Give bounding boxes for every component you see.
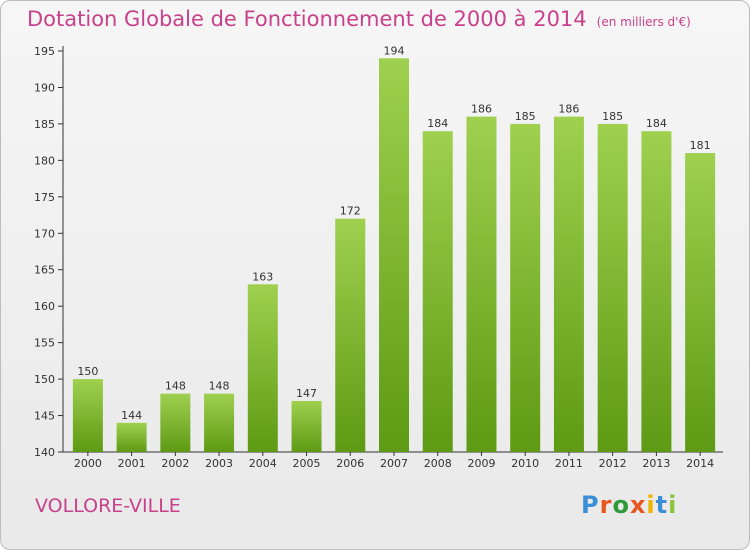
y-tick-label: 155 [34, 337, 55, 350]
bar-2003 [204, 393, 235, 452]
x-tick-label-2008: 2008 [424, 457, 452, 470]
bar-2006 [335, 218, 366, 452]
proxiti-logo[interactable]: Proxiti [581, 491, 677, 519]
bar-2012 [597, 123, 628, 452]
bar-2002 [160, 393, 191, 452]
x-tick-label-2014: 2014 [686, 457, 714, 470]
logo-letter: x [629, 491, 647, 519]
y-tick-label: 195 [34, 45, 55, 58]
chart-title: Dotation Globale de Fonctionnement de 20… [27, 7, 587, 31]
x-tick-label-2001: 2001 [118, 457, 146, 470]
data-label-2006: 172 [340, 205, 361, 218]
data-label-2014: 181 [690, 139, 711, 152]
x-tick-label-2002: 2002 [161, 457, 189, 470]
data-label-2004: 163 [252, 270, 273, 283]
x-tick-label-2000: 2000 [74, 457, 102, 470]
commune-name: VOLLORE-VILLE [35, 495, 181, 517]
bar-2014 [685, 153, 716, 452]
logo-letter: i [646, 491, 656, 519]
logo-letter: r [599, 491, 613, 519]
bar-2007 [379, 58, 409, 453]
y-tick-label: 150 [34, 373, 55, 386]
data-label-2007: 194 [384, 44, 405, 57]
data-label-2013: 184 [646, 117, 667, 130]
x-tick-label-2013: 2013 [642, 457, 670, 470]
x-tick-label-2012: 2012 [599, 457, 627, 470]
x-tick-label-2007: 2007 [380, 457, 408, 470]
data-label-2012: 185 [602, 110, 623, 123]
x-tick-label-2011: 2011 [555, 457, 583, 470]
y-tick-label: 165 [34, 264, 55, 277]
y-tick-label: 175 [34, 191, 55, 204]
bar-2004 [247, 284, 278, 452]
bar-2010 [510, 123, 541, 452]
y-tick-label: 145 [34, 410, 55, 423]
data-label-2009: 186 [471, 103, 492, 116]
data-label-2005: 147 [296, 387, 317, 400]
chart-unit-note: (en milliers d'€) [596, 15, 691, 29]
bar-2009 [466, 116, 497, 453]
y-tick-label: 190 [34, 81, 55, 94]
data-label-2008: 184 [427, 117, 448, 130]
x-tick-label-2004: 2004 [249, 457, 277, 470]
data-label-2001: 144 [121, 409, 142, 422]
y-tick-label: 180 [34, 154, 55, 167]
logo-letter: t [655, 491, 669, 519]
bar-2005 [291, 400, 322, 452]
data-label-2010: 185 [515, 110, 536, 123]
data-label-2002: 148 [165, 380, 186, 393]
logo-letter: o [612, 491, 630, 519]
x-tick-label-2010: 2010 [511, 457, 539, 470]
y-tick-label: 160 [34, 300, 55, 313]
bar-2001 [116, 422, 147, 452]
x-tick-label-2003: 2003 [205, 457, 233, 470]
x-tick-label-2005: 2005 [293, 457, 321, 470]
chart-title-row: Dotation Globale de Fonctionnement de 20… [27, 7, 691, 31]
logo-letter: P [581, 491, 600, 519]
data-label-2011: 186 [558, 103, 579, 116]
bar-2011 [553, 116, 584, 453]
bar-2000 [72, 379, 103, 452]
x-tick-label-2009: 2009 [467, 457, 495, 470]
y-tick-label: 185 [34, 118, 55, 131]
logo-letter: i [668, 491, 678, 519]
bar-2008 [422, 131, 453, 452]
bar-2013 [641, 131, 672, 452]
data-label-2000: 150 [77, 365, 98, 378]
y-tick-label: 140 [34, 446, 55, 459]
x-tick-label-2006: 2006 [336, 457, 364, 470]
y-tick-label: 170 [34, 227, 55, 240]
data-label-2003: 148 [209, 380, 230, 393]
